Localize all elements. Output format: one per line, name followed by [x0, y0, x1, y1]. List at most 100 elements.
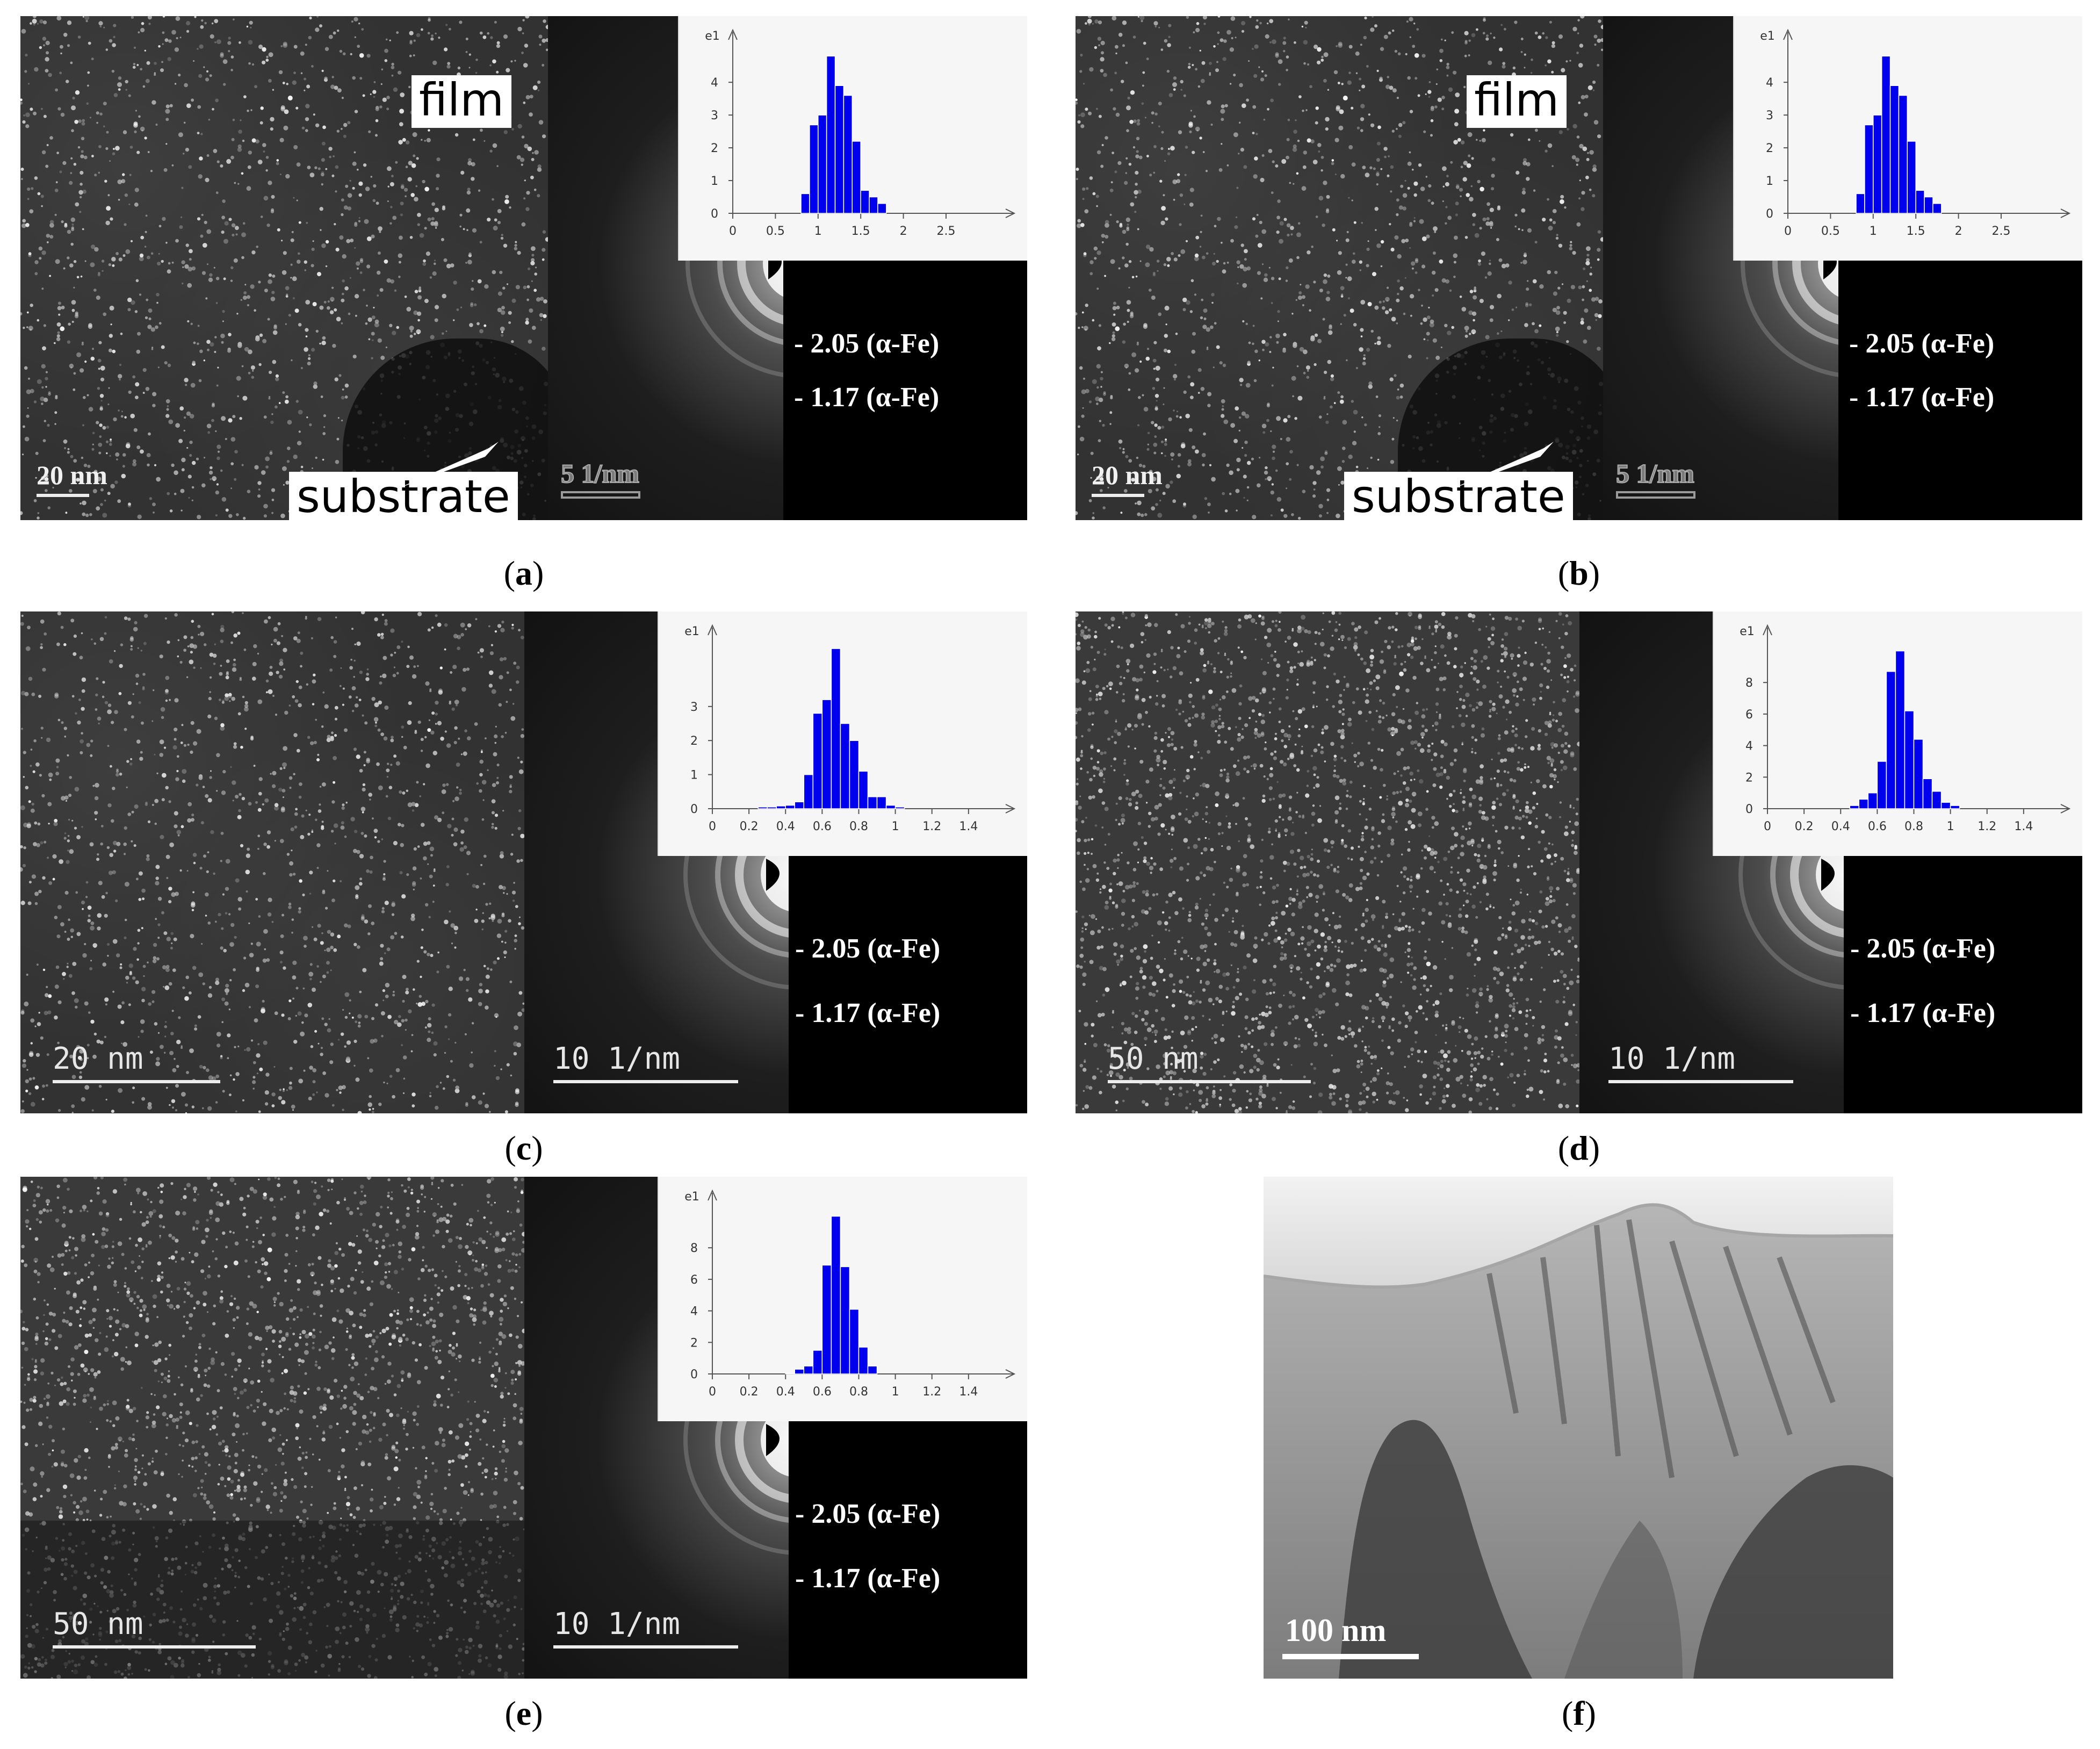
caption-a: (a): [503, 554, 544, 592]
ring-label-1.17: - 1.17 (α-Fe): [794, 382, 940, 413]
saed-scale-label: 5 1/nm: [1615, 458, 1695, 489]
x-tick-label: 0.6: [813, 1385, 832, 1399]
caption-b: (b): [1557, 554, 1600, 592]
speckle-texture: [1076, 611, 1579, 1113]
saed-black-overlay: [1844, 856, 2082, 1113]
substrate-region: [20, 1521, 524, 1679]
histogram-bar: [1922, 778, 1933, 809]
y-tick-label: 8: [690, 1242, 698, 1255]
ring-label-2.05: - 2.05 (α-Fe): [795, 933, 941, 964]
histogram-bar: [831, 648, 841, 809]
y-axis-label: e1: [684, 625, 699, 638]
saed-scale-label: 5 1/nm: [560, 458, 640, 489]
film-label: film: [1467, 75, 1567, 128]
x-tick-label: 0: [729, 225, 737, 238]
histogram-bar: [757, 807, 768, 809]
pointer-arrow: [396, 442, 499, 489]
x-tick-label: 2.5: [1991, 225, 2010, 238]
histogram-bar: [1913, 739, 1924, 809]
image-scale-label: 50 nm: [53, 1607, 143, 1642]
x-tick-label: 2: [1955, 225, 1962, 238]
histogram-bar: [803, 1365, 814, 1374]
x-tick-label: 0.6: [1868, 820, 1887, 833]
histogram-plot: e1 0 1 2 3 4 0 0.5 1 1.5 2 2.5: [705, 28, 1016, 238]
y-tick-label: 2: [711, 142, 718, 155]
saed-scale-label: 10 1/nm: [553, 1041, 681, 1076]
y-tick-label: 0: [1766, 207, 1773, 221]
histogram-bar: [1915, 190, 1925, 214]
y-axis-label: e1: [705, 30, 720, 43]
histogram-bar: [785, 1372, 796, 1374]
y-tick-label: 4: [1745, 740, 1753, 753]
panel-d: 50 nm 10 1/nm e1 0 2 4 6 8 0 0.2 0.4 0.6 0.8 1 1.2 1.…: [1076, 611, 2082, 1113]
histogram-bar: [1904, 710, 1915, 809]
saed-black-overlay: [789, 856, 1027, 1113]
y-axis-label: e1: [684, 1190, 699, 1204]
y-tick-label: 2: [1745, 771, 1753, 784]
y-tick-label: 3: [690, 701, 698, 714]
histogram-bar: [1849, 805, 1860, 809]
histogram-bar: [1858, 798, 1869, 809]
caption-e: (e): [504, 1694, 543, 1732]
histogram-bar: [876, 796, 887, 809]
saed-scale-label: 10 1/nm: [1608, 1041, 1736, 1076]
histogram-bar: [1889, 85, 1900, 214]
histogram-bar: [800, 193, 810, 214]
tem-darkfield-image-a: film substrate 20 nm: [20, 16, 548, 520]
y-tick-label: 2: [690, 735, 698, 748]
scale-line: [1108, 1080, 1311, 1083]
histogram-bar: [767, 807, 777, 809]
scale-line: [553, 1080, 738, 1083]
histogram-bar: [1940, 802, 1951, 809]
histogram-bar: [1924, 196, 1933, 214]
y-tick-label: 1: [690, 769, 698, 782]
size-histogram-e: e1 0 2 4 6 8 0 0.2 0.4 0.6 0.8 1 1.2 1.4: [658, 1177, 1027, 1421]
y-axis-label: e1: [1760, 30, 1775, 43]
histogram-bar: [794, 801, 805, 809]
histogram-bar: [776, 805, 786, 809]
substrate-label: substrate: [1344, 472, 1573, 520]
y-tick-label: 0: [690, 1368, 698, 1381]
y-tick-label: 4: [711, 76, 718, 90]
x-tick-label: 1.5: [851, 225, 870, 238]
histogram-bar: [860, 190, 870, 214]
histogram-bar: [843, 95, 853, 214]
speckles: [1076, 611, 1579, 1113]
speckle-texture: [20, 16, 548, 520]
histogram-bar: [794, 1369, 805, 1374]
scale-line: [37, 494, 89, 497]
y-axis-arrow: [708, 1189, 717, 1201]
x-tick-label: 0.2: [740, 1385, 759, 1399]
size-histogram-c: e1 0 1 2 3 0 0.2 0.4 0.6 0.8 1 1.2 1.4: [658, 611, 1027, 856]
size-histogram-b: e1 0 1 2 3 4 0 0.5 1 1.5 2 2.5: [1733, 16, 2082, 261]
panel-a: film substrate 20 nm 5 1/nm e1 0 1 2 3 4 0 0.5 1…: [20, 16, 1027, 520]
y-tick-label: 6: [1745, 708, 1753, 722]
x-tick-label: 0: [709, 1385, 716, 1399]
tem-darkfield-image-d: 50 nm: [1076, 611, 1579, 1113]
tem-darkfield-image-c: 20 nm: [20, 611, 524, 1113]
y-tick-label: 6: [690, 1273, 698, 1287]
y-axis-arrow: [1783, 28, 1793, 40]
panel-f: 100 nm: [1264, 1177, 1893, 1679]
x-tick-label: 1.4: [2014, 820, 2033, 833]
x-tick-label: 1: [1947, 820, 1954, 833]
x-tick-label: 2: [900, 225, 907, 238]
histogram-bar: [840, 1266, 850, 1374]
ring-label-2.05: - 2.05 (α-Fe): [1850, 933, 1996, 964]
x-tick-label: 0.8: [1904, 820, 1923, 833]
y-tick-label: 1: [1766, 175, 1773, 188]
histogram-bar: [1895, 650, 1906, 809]
histogram-bar: [1907, 141, 1916, 214]
ring-label-2.05: - 2.05 (α-Fe): [1849, 328, 1995, 359]
image-scale-label: 20 nm: [37, 460, 107, 490]
size-histogram-d: e1 0 2 4 6 8 0 0.2 0.4 0.6 0.8 1 1.2 1.4: [1713, 611, 2082, 856]
saed-black-overlay: [789, 1421, 1027, 1679]
scale-line: [1282, 1654, 1419, 1659]
x-tick-label: 0.2: [1795, 820, 1814, 833]
image-scale-label: 50 nm: [1108, 1041, 1199, 1076]
y-axis-arrow: [1763, 624, 1772, 636]
x-tick-label: 1: [814, 225, 822, 238]
saed-black-overlay: [1838, 261, 2082, 520]
x-tick-label: 1: [892, 1385, 899, 1399]
histogram-bar: [1856, 193, 1865, 214]
